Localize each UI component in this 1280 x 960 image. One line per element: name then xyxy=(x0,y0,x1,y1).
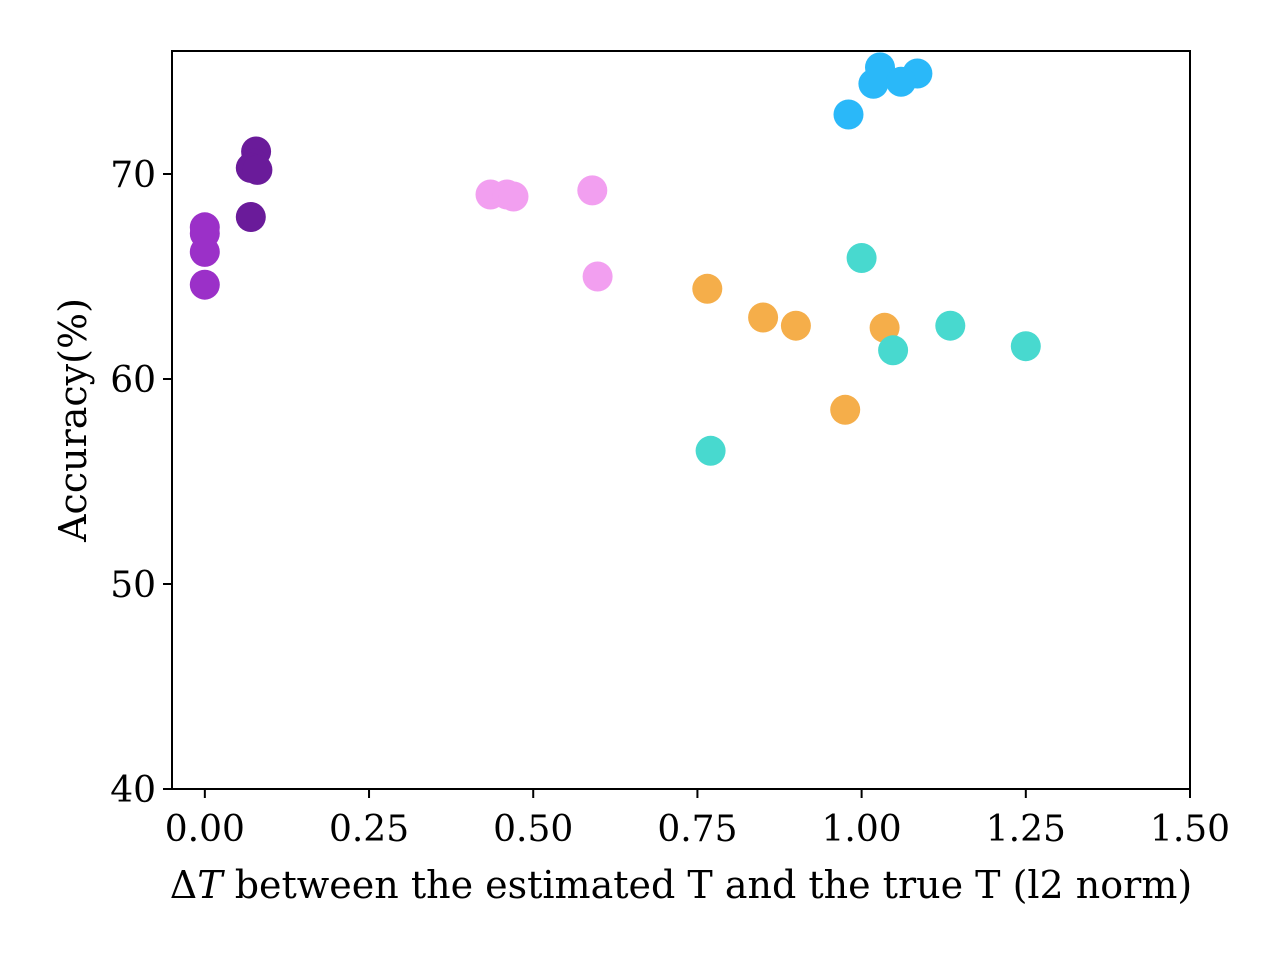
data-point-group-turquoise-4 xyxy=(695,435,726,466)
data-point-group-orange-4 xyxy=(830,394,861,425)
x-axis: 0.00 0.25 0.50 0.75 1.00 1.25 1.50 xyxy=(165,789,1230,850)
x-axis-label-delta: Δ xyxy=(170,863,197,907)
plot-frame xyxy=(171,50,1191,790)
x-tick-label: 1.00 xyxy=(822,809,902,850)
series-group-purple xyxy=(189,212,220,300)
series-group-blue xyxy=(833,52,933,130)
data-point-group-orange-1 xyxy=(748,302,779,333)
y-tick-label: 70 xyxy=(110,155,156,196)
data-point-group-purple-3 xyxy=(189,269,220,300)
x-axis-label-variable: T xyxy=(197,863,225,907)
data-point-group-dark-purple-4 xyxy=(235,202,266,232)
x-axis-label: ΔT between the estimated T and the true … xyxy=(170,863,1192,907)
y-axis-label: Accuracy(%) xyxy=(51,298,95,543)
y-tick-label: 60 xyxy=(110,360,156,401)
data-point-group-turquoise-0 xyxy=(846,243,877,273)
x-tick-label: 0.50 xyxy=(493,809,573,850)
data-point-group-dark-purple-3 xyxy=(242,154,273,185)
series-group-turquoise xyxy=(695,243,1041,466)
data-point-group-orange-2 xyxy=(780,310,811,341)
x-axis-label-text: between the estimated T and the true T (… xyxy=(223,863,1193,907)
data-point-group-pink-3 xyxy=(577,175,608,206)
data-point-group-purple-2 xyxy=(189,236,220,267)
data-point-group-orange-0 xyxy=(692,273,723,304)
data-point-group-blue-2 xyxy=(858,68,889,99)
x-tick-label: 0.00 xyxy=(165,809,245,850)
x-tick-label: 0.75 xyxy=(657,809,737,850)
data-point-group-blue-4 xyxy=(833,99,864,130)
data-point-group-turquoise-2 xyxy=(878,335,909,366)
data-point-group-blue-3 xyxy=(886,66,916,97)
series-group-orange xyxy=(692,273,900,425)
points-layer xyxy=(189,52,1041,466)
x-tick-label: 1.50 xyxy=(1150,809,1230,850)
data-point-group-pink-4 xyxy=(582,261,613,292)
data-point-group-turquoise-3 xyxy=(1010,331,1041,362)
series-group-pink xyxy=(475,175,613,292)
data-point-group-orange-3 xyxy=(869,312,900,343)
x-tick-label: 1.25 xyxy=(986,809,1066,850)
y-tick-label: 40 xyxy=(110,770,156,811)
series-group-dark-purple xyxy=(235,136,273,232)
y-tick-label: 50 xyxy=(110,565,156,606)
data-point-group-pink-2 xyxy=(498,181,529,212)
x-tick-label: 0.25 xyxy=(329,809,409,850)
data-point-group-turquoise-1 xyxy=(935,310,966,341)
y-axis: 40 50 60 70 xyxy=(110,155,172,811)
